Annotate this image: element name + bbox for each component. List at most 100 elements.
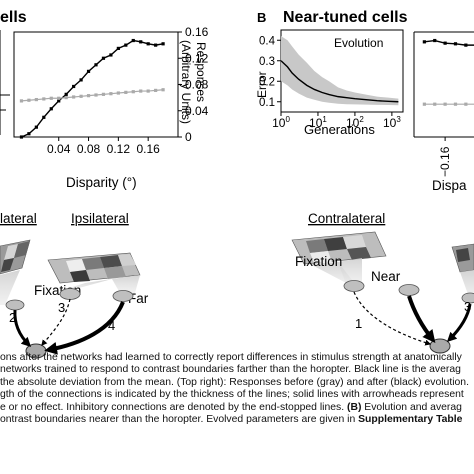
panel-a-x-tick-label: 0.12 [107,142,131,156]
panel-a-data-point [94,93,98,97]
panel-a-data-point [101,92,106,96]
panel-a-data-point [109,92,113,96]
panel-b-right-data-point [422,102,426,106]
panel-a-data-point [72,95,76,99]
panel-b-y-tick-label: 0.4 [259,35,276,47]
rf-ellipse-lateral [5,299,25,311]
stimulus-grid-contralateral [291,231,387,265]
panel-b-right-data-point [433,38,437,43]
label-lateral: lateral [0,211,37,226]
panel-b-x-tick-exponent: 0 [285,115,290,124]
diagram-a: lateral Ipsilateral Fixation Far 2 3 4 [0,211,149,359]
connection-label-2: 2 [9,310,16,325]
panel-a-plot-frame [13,31,179,138]
panel-a-data-point [42,115,46,119]
panel-b-xlabel: Generations [304,122,375,137]
rf-ellipse-fixation [59,288,81,300]
panel-a-title: ells [0,9,27,26]
stimulus-grid-b-right [451,243,474,273]
panel-b-title: Near-tuned cells [283,9,408,26]
connection-label-4: 4 [108,318,115,333]
label-near: Near [371,269,401,284]
connection-label-3: 3 [58,300,65,315]
panel-a-data-point [19,99,24,103]
rf-ellipse-far [112,290,134,302]
caption-line-3: the absolute deviation from the mean. (T… [0,376,469,388]
panel-a-data-point [154,88,158,93]
panel-a-data-point [161,88,165,92]
rf-ellipse-near [398,284,420,296]
diagram-b: Contralateral Fixation Near 1 3 [291,211,474,354]
label-ipsilateral: Ipsilateral [71,211,129,226]
panel-b-x-tick-label: 100 [272,115,290,130]
panel-b-right-data-point [443,41,447,45]
caption-panel-b-ref: (B) [346,401,362,413]
panel-a-x-tick-label: 0.08 [77,142,101,156]
caption-line-5: e or no effect. Inhibitory connections a… [0,402,474,414]
panel-b-right-data-point [453,42,458,46]
panel-b-letter: B [257,10,266,25]
panel-a-left-fragment [0,30,10,135]
panel-b-right-x-tick-label: −0.16 [438,146,452,177]
stimulus-grid-lateral [0,239,31,275]
panel-b-y-tick-label: 0.2 [259,76,275,88]
panel-b-right-chart: −0.16−0.12 [413,31,474,177]
panel-a-data-point [146,42,150,46]
panel-b-x-tick-exponent: 2 [359,115,364,124]
panel-a-data-point [27,98,31,102]
panel-b-x-tick-label: 103 [383,115,401,130]
panel-a-x-tick-label: 0.04 [47,142,71,156]
stimulus-grid-ipsilateral [47,252,141,284]
beam-lateral-a [0,270,20,305]
connection-label-3-b: 3 [464,299,471,314]
panel-b-right-data-point [453,102,458,106]
panel-a-data-point [64,92,68,96]
connection-3 [41,298,71,346]
panel-a-chart: 0.04 0.08 0.12 0.16 0 0.04 0.08 0.12 0.16 [13,25,209,156]
panel-b-right-data-point [464,43,468,47]
connection-1-b [353,291,432,346]
panel-a-data-point [34,97,38,102]
panel-b-series-line [280,60,399,103]
panel-a-xlabel: Disparity (°) [66,175,137,190]
caption-line-5-text: e or no effect. Inhibitory connections a… [0,401,347,413]
connection-label-1-b: 1 [355,316,362,331]
panel-a-data-point [139,40,143,44]
panel-a-data-point [154,43,158,47]
panel-a-data-point [49,96,53,100]
panel-a-ylabel-line2: (Arbitrary Units) [179,40,193,124]
panel-a-series-line [21,39,164,138]
panel-b-right-data-point [422,40,426,44]
panel-b-annotation: Evolution [334,36,383,50]
panel-a-data-point [116,46,120,51]
label-fixation-b: Fixation [295,254,342,269]
panel-b-right-data-point [464,102,468,106]
panel-a-data-point [57,96,61,100]
panel-a-y-tick-label: 0.04 [185,104,209,118]
beam-fixation-a [60,279,112,291]
panel-a-data-point [116,91,120,95]
panel-a-data-point [86,94,91,98]
beam-right-b [460,270,474,300]
connection-4 [44,301,125,355]
panel-a-data-point [109,53,113,57]
caption-line-4: gth of the connections is indicated by t… [0,389,464,401]
panel-b-y-tick-label: 0.3 [259,56,275,68]
panel-a-data-point [124,43,128,47]
caption-line-6: ontrast boundaries nearer than the horop… [0,414,474,426]
panel-a-data-point [79,94,83,98]
caption-line-5-tail: Evolution and averag [361,401,462,413]
panel-a-data-point [139,89,143,93]
panel-a-y-tick-label: 0.16 [185,25,209,39]
panel-a-y-tick-label: 0.12 [185,51,209,65]
panel-a-data-point [19,135,24,139]
beam-far-a [112,275,140,293]
panel-a-data-point [131,90,135,94]
panel-a-data-point [64,96,68,100]
panel-a-data-point [161,42,165,46]
panel-b-x-tick-exponent: 3 [396,115,401,124]
panel-a-data-point [49,107,53,111]
caption-line-1: ons after the networks had learned to co… [0,352,462,363]
panel-a-data-point [101,56,106,60]
panel-a-data-point [124,90,128,94]
